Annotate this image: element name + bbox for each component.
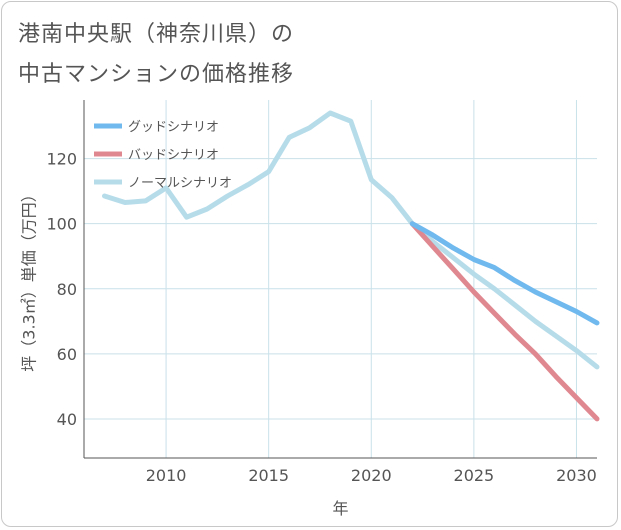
- grid: [83, 100, 597, 459]
- x-tick-label: 2025: [454, 466, 495, 485]
- legend-label: ノーマルシナリオ: [128, 176, 232, 191]
- series-line: [409, 221, 600, 326]
- series-line: [409, 221, 600, 422]
- x-axis-label: 年: [332, 499, 348, 518]
- y-tick-label: 80: [57, 280, 77, 299]
- x-tick-label: 2015: [248, 466, 289, 485]
- legend-label: バッドシナリオ: [128, 148, 219, 163]
- y-tick-label: 120: [46, 150, 77, 169]
- x-tick-label: 2020: [351, 466, 392, 485]
- y-axis-label: 坪（3.3㎡）単価（万円）: [20, 186, 39, 371]
- chart-title-line1: 港南中央駅（神奈川県）の: [18, 22, 295, 47]
- x-tick-label: 2010: [146, 466, 187, 485]
- x-tick-label: 2030: [556, 466, 597, 485]
- chart-title-line2: 中古マンションの価格推移: [18, 62, 295, 87]
- y-tick-label: 40: [57, 410, 77, 429]
- series-lines: [102, 110, 600, 422]
- y-tick-label: 60: [57, 345, 77, 364]
- tick-labels: 40 60 80 100 120 2010 2015 2020 2025 2030: [46, 150, 596, 485]
- legend-label: グッドシナリオ: [128, 120, 219, 135]
- series-line: [102, 110, 600, 370]
- y-tick-label: 100: [46, 215, 77, 234]
